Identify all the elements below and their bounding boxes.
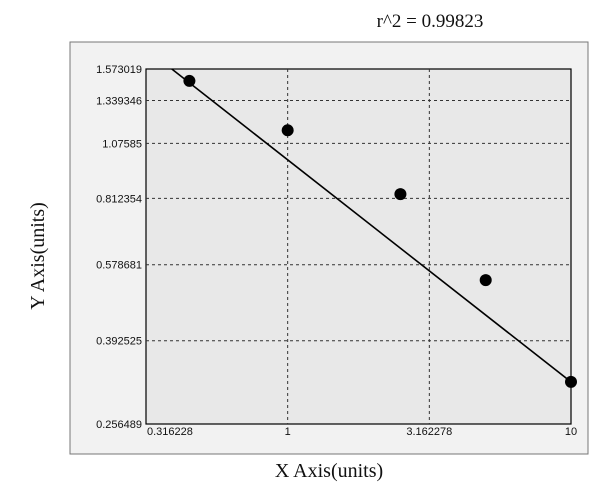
y-tick-label: 1.573019 [96, 64, 142, 76]
data-point [479, 274, 492, 287]
fit-line [171, 68, 572, 383]
y-tick-label: 0.578681 [96, 260, 142, 272]
y-tick-label: 0.392525 [96, 336, 142, 348]
data-point [183, 74, 196, 87]
y-axis-label: Y Axis(units) [27, 202, 49, 310]
y-tick-label: 0.812354 [96, 193, 142, 205]
y-tick-label: 0.256489 [96, 419, 142, 431]
data-point [281, 124, 294, 137]
r-squared-annotation: r^2 = 0.99823 [377, 11, 484, 32]
data-marks [171, 68, 577, 388]
y-tick-label: 1.339346 [96, 95, 142, 107]
plot-area [145, 68, 572, 425]
x-tick-label: 10 [565, 426, 577, 438]
data-point [394, 188, 407, 201]
x-tick-label: 1 [285, 426, 291, 438]
data-point [565, 375, 577, 388]
tick-labels: 0.316228 1 3.162278 10 1.573019 1.339346 1.075… [96, 64, 577, 438]
grid [146, 69, 571, 424]
x-axis-label: X Axis(units) [275, 460, 383, 482]
y-tick-label: 1.07585 [102, 138, 142, 150]
x-tick-label: 3.162278 [406, 426, 452, 438]
x-tick-label: 0.316228 [147, 426, 193, 438]
